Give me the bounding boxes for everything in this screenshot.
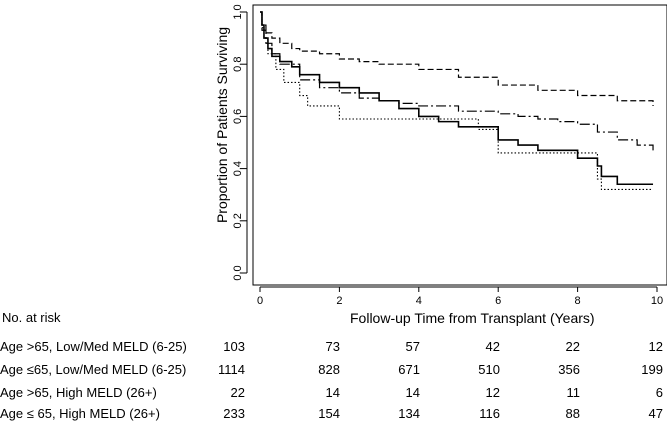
x-axis: 0 2 4 6 8 10 — [257, 286, 663, 307]
risk-value: 57 — [405, 339, 420, 354]
risk-value: 22 — [230, 385, 245, 400]
risk-value: 1114 — [218, 362, 245, 377]
series-layer — [260, 11, 654, 191]
x-tick-label: 4 — [416, 295, 422, 307]
risk-table-title: No. at risk — [2, 310, 61, 325]
risk-row-label: Age ≤ 65, High MELD (26+) — [0, 406, 160, 421]
survival-plot: 0.0 0.2 0.4 0.6 0.8 1.0 0 2 4 6 8 10 Proportion of… — [214, 4, 667, 307]
risk-row-label: Age >65, Low/Med MELD (6-25) — [0, 339, 187, 354]
risk-value: 88 — [565, 406, 580, 421]
risk-value: 47 — [648, 406, 663, 421]
y-tick-label: 0.4 — [232, 161, 244, 176]
risk-value: 233 — [223, 406, 245, 421]
risk-value: 103 — [223, 339, 245, 354]
risk-value: 12 — [648, 339, 663, 354]
y-axis-label: Proportion of Patients Surviving — [214, 27, 230, 223]
risk-value: 199 — [641, 362, 663, 377]
survival-curve-solid — [260, 11, 654, 186]
risk-row: Age >65, High MELD (26+) 22 14 14 12 11 6 — [0, 385, 667, 407]
risk-value: 671 — [398, 362, 420, 377]
x-tick-label: 0 — [257, 295, 263, 307]
y-axis: 0.0 0.2 0.4 0.6 0.8 1.0 — [232, 4, 248, 281]
survival-curve-longdash — [260, 11, 654, 151]
risk-value: 116 — [479, 406, 500, 421]
y-tick-label: 0.8 — [232, 57, 244, 72]
x-tick-label: 6 — [495, 295, 501, 307]
risk-row: Age ≤ 65, High MELD (26+) 233 154 134 116 88 4… — [0, 406, 667, 428]
y-tick-label: 0.2 — [232, 213, 244, 228]
risk-value: 828 — [318, 362, 340, 377]
risk-row-label: Age ≤65, Low/Med MELD (6-25) — [0, 362, 187, 377]
risk-row-label: Age >65, High MELD (26+) — [0, 385, 157, 400]
x-tick-label: 2 — [336, 295, 342, 307]
survival-curve-dashed — [260, 11, 654, 106]
risk-value: 134 — [398, 406, 420, 421]
risk-value: 73 — [325, 339, 340, 354]
risk-value: 11 — [566, 385, 581, 400]
risk-value: 356 — [558, 362, 580, 377]
y-tick-label: 1.0 — [232, 4, 244, 19]
risk-value: 14 — [325, 385, 340, 400]
risk-value: 42 — [485, 339, 500, 354]
risk-row: Age ≤65, Low/Med MELD (6-25) 1114 828 671 51… — [0, 362, 667, 384]
plot-frame — [252, 4, 667, 286]
x-axis-label: Follow-up Time from Transplant (Years) — [350, 310, 595, 326]
risk-value: 22 — [565, 339, 580, 354]
risk-row: Age >65, Low/Med MELD (6-25) 103 73 57 42 22 1… — [0, 339, 667, 361]
risk-value: 14 — [405, 385, 420, 400]
risk-value: 12 — [485, 385, 500, 400]
y-tick-label: 0.6 — [232, 109, 244, 124]
x-tick-label: 10 — [651, 295, 663, 307]
risk-value: 154 — [318, 406, 340, 421]
y-tick-label: 0.0 — [232, 265, 244, 280]
survival-curve-dotted — [260, 11, 654, 191]
risk-value: 510 — [478, 362, 500, 377]
risk-value: 6 — [655, 385, 663, 400]
x-tick-label: 8 — [575, 295, 581, 307]
